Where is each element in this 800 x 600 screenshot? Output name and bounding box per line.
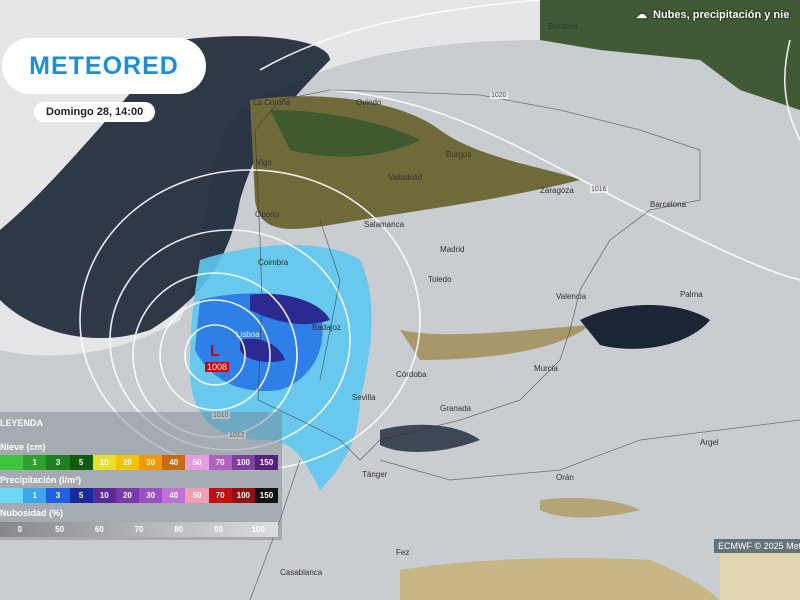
city-label: Zaragoza: [540, 186, 574, 195]
city-label: Badajoz: [312, 323, 341, 332]
city-label: Toledo: [428, 275, 452, 284]
precip-scale-step: 70: [208, 488, 232, 503]
precip-scale-step: 20: [115, 488, 140, 503]
cloud-scale-step: 70: [134, 525, 144, 534]
precip-label: Precipitación (l/m²): [0, 475, 82, 485]
snow-scale-step: [0, 455, 24, 470]
city-label: Vigo: [256, 158, 272, 167]
city-label: Sevilla: [352, 393, 376, 402]
city-label: Valencia: [556, 292, 587, 301]
cloud-scale-step: 60: [94, 525, 104, 534]
city-label: La Coruña: [253, 98, 291, 107]
precip-scale-step: 5: [69, 488, 93, 503]
snow-scale-step: 3: [46, 455, 70, 470]
city-label: Orán: [556, 473, 574, 482]
snow-scale-step: 40: [162, 455, 186, 470]
isobar-label: 1020: [490, 92, 508, 99]
isobar-label: 1010: [212, 412, 230, 419]
city-label: Argel: [700, 438, 719, 447]
precip-scale-step: 3: [46, 488, 70, 503]
cloud-icon: ☁: [636, 9, 647, 21]
isobar-label: 1012: [228, 432, 246, 439]
map-layer-title[interactable]: ☁ Nubes, precipitación y nie: [636, 8, 790, 22]
precip-scale: 1 3 5 10 20 30 40 50 70 100 150: [0, 488, 279, 503]
cloud-scale: 0 50 60 70 80 90 100: [0, 522, 278, 537]
precip-scale-step: 40: [162, 488, 186, 503]
city-label: Granada: [440, 404, 472, 413]
precip-scale-step: 150: [254, 488, 279, 503]
cloud-scale-step: 0: [17, 525, 23, 534]
precip-scale-step: 10: [92, 488, 116, 503]
meteored-logo: METEORED: [2, 38, 206, 94]
snow-scale-step: 20: [115, 455, 140, 470]
precip-scale-step: [0, 488, 24, 503]
low-pressure-value: 1008: [205, 362, 230, 372]
cloud-scale-step: 100: [251, 525, 265, 534]
snow-scale: 1 3 5 10 20 30 40 50 70 100 150: [0, 455, 279, 470]
snow-scale-step: 10: [92, 455, 116, 470]
snow-scale-step: 50: [185, 455, 209, 470]
cloud-label: Nubosidad (%): [0, 508, 63, 518]
city-label: Oporto: [255, 210, 280, 219]
city-label: Burdeos: [548, 22, 578, 31]
city-label: Salamanca: [364, 220, 405, 229]
city-label: Madrid: [440, 245, 465, 254]
city-label: Tánger: [362, 470, 388, 479]
city-label: Oviedo: [356, 98, 382, 107]
map-layer-label: Nubes, precipitación y nie: [653, 8, 790, 21]
isobar-label: 1016: [590, 186, 608, 193]
city-label: Fez: [396, 548, 410, 557]
city-label: Murcia: [534, 364, 559, 373]
city-label: Casablanca: [280, 568, 323, 577]
forecast-date: Domingo 28, 14:00: [34, 102, 156, 122]
snow-scale-step: 30: [139, 455, 163, 470]
snow-scale-step: 1: [23, 455, 47, 470]
legend: LEYENDA Nieve (cm) 1 3 5 10 20 30 40 50 70 100 150…: [0, 412, 282, 540]
precip-scale-step: 100: [231, 488, 255, 503]
precip-scale-step: 30: [139, 488, 163, 503]
cloud-scale-step: 80: [174, 525, 184, 534]
city-label: Coimbra: [258, 258, 289, 267]
cloud-scale-step: 50: [55, 525, 65, 534]
city-label: Barcelona: [650, 200, 687, 209]
precip-scale-step: 50: [185, 488, 209, 503]
snow-scale-step: 150: [254, 455, 279, 470]
low-pressure-marker: L: [210, 343, 220, 360]
city-label: Burgos: [446, 150, 472, 159]
cloud-scale-step: 90: [214, 525, 223, 534]
precip-scale-step: 1: [23, 488, 47, 503]
snow-scale-step: 100: [231, 455, 255, 470]
city-label: Palma: [680, 290, 703, 299]
legend-title: LEYENDA: [0, 418, 44, 428]
credit: ECMWF © 2025 Meteored: [714, 539, 800, 553]
city-label: Valladolid: [388, 173, 423, 182]
snow-scale-step: 70: [208, 455, 232, 470]
city-label: Córdoba: [396, 370, 427, 379]
city-label: Lisboa: [236, 330, 260, 339]
snow-label: Nieve (cm): [0, 442, 46, 452]
snow-scale-step: 5: [69, 455, 93, 470]
